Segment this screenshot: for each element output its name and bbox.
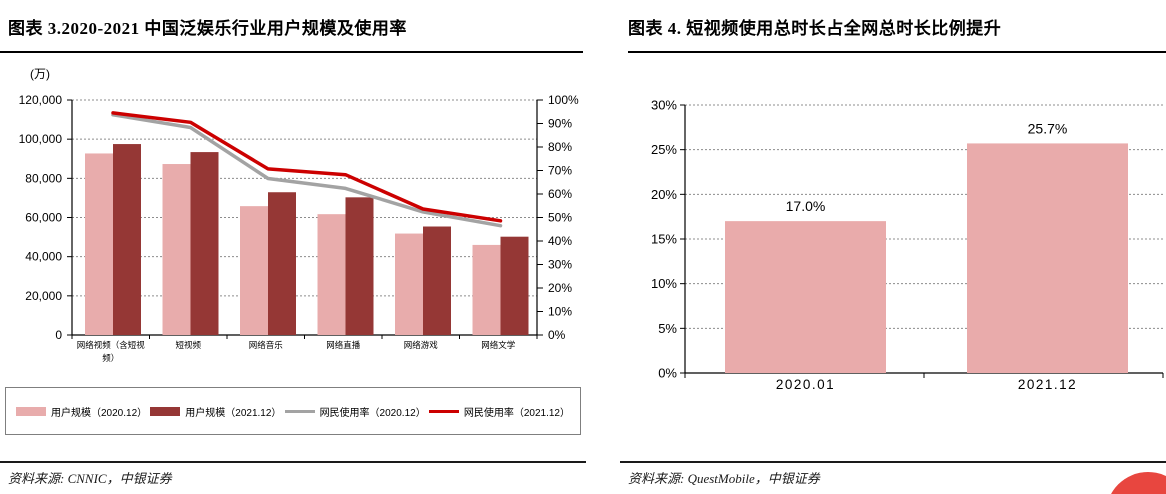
left-axis-tick-label: 20,000: [25, 289, 62, 303]
y-axis-tick-label: 20%: [651, 187, 677, 202]
bar-用户规模（2020.12）-网络游戏: [395, 233, 423, 335]
left-axis-tick-label: 100,000: [19, 132, 63, 146]
figure3-source: 资料来源: CNNIC，中银证券: [8, 471, 172, 486]
bar-用户规模（2021.12）-网络文学: [500, 236, 529, 335]
bar-用户规模（2021.12）-短视频: [190, 152, 219, 335]
figure4-source: 资料来源: QuestMobile，中银证券: [628, 471, 820, 486]
category-label: 频）: [102, 353, 119, 363]
bar-用户规模（2021.12）-网络游戏: [423, 226, 451, 335]
right-axis-tick-label: 60%: [548, 187, 572, 201]
bar-2021.12: [967, 143, 1128, 373]
legend-label: 网民使用率（2021.12）: [463, 407, 570, 419]
legend-line-swatch: [284, 409, 315, 413]
bar-用户规模（2021.12）-网络直播: [345, 197, 374, 335]
right-axis-tick-label: 90%: [548, 117, 572, 131]
legend-item: 用户规模（2021.12）: [150, 404, 281, 419]
category-label: 网络文学: [481, 340, 516, 350]
bar-用户规模（2021.12）-网络视频（含短视频）: [113, 144, 141, 335]
legend-line-swatch: [428, 409, 459, 413]
legend-item: 网民使用率（2020.12）: [284, 404, 426, 419]
left-axis-tick-label: 60,000: [25, 211, 62, 225]
y-axis-tick-label: 0%: [658, 366, 677, 381]
y-axis-tick-label: 30%: [651, 98, 677, 113]
right-axis-tick-label: 0%: [548, 328, 566, 342]
category-label: 2020.01: [776, 377, 835, 392]
floating-red-button[interactable]: [1106, 472, 1166, 494]
right-axis-tick-label: 30%: [548, 258, 572, 272]
left-axis-unit-label: (万): [30, 67, 50, 81]
figure3-title-rule: [0, 51, 583, 53]
figure3-bottom-rule: [0, 461, 586, 463]
figure4-title-rule: [628, 51, 1166, 53]
legend-item: 用户规模（2020.12）: [16, 404, 147, 419]
category-label: 网络音乐: [249, 340, 284, 350]
y-axis-tick-label: 10%: [651, 276, 677, 291]
right-axis-tick-label: 70%: [548, 164, 572, 178]
right-axis-tick-label: 100%: [548, 93, 579, 107]
right-axis-tick-label: 50%: [548, 211, 572, 225]
bar-data-label: 25.7%: [1028, 120, 1068, 136]
bar-用户规模（2020.12）-短视频: [162, 164, 191, 335]
category-label: 2021.12: [1018, 377, 1077, 392]
legend-label: 用户规模（2021.12）: [185, 407, 282, 419]
figure3-combo-chart: (万) 0 20,000 40,000 60,000 80,000 100,000 120,0…: [19, 67, 579, 363]
right-axis-tick-label: 10%: [548, 305, 572, 319]
right-axis-tick-label: 80%: [548, 140, 572, 154]
legend-bar-swatch: [150, 406, 181, 416]
right-axis-tick-label: 40%: [548, 234, 572, 248]
line-网民使用率（2021.12）: [111, 111, 503, 223]
bar-data-label: 17.0%: [786, 198, 826, 214]
bar-2020.01: [725, 221, 886, 373]
right-axis-tick-label: 20%: [548, 281, 572, 295]
figure4-title: 图表 4. 短视频使用总时长占全网总时长比例提升: [628, 19, 1002, 38]
figure3-title: 图表 3.2020-2021 中国泛娱乐行业用户规模及使用率: [8, 19, 407, 38]
legend-label: 网民使用率（2020.12）: [319, 407, 426, 419]
category-label: 网络直播: [326, 340, 361, 350]
left-axis-tick-label: 80,000: [25, 171, 62, 185]
left-axis-tick-label: 0: [55, 328, 62, 342]
bar-用户规模（2020.12）-网络直播: [317, 214, 346, 335]
y-axis-tick-label: 25%: [651, 142, 677, 157]
bar-用户规模（2020.12）-网络文学: [472, 244, 501, 335]
bar-用户规模（2020.12）-网络视频（含短视频）: [85, 153, 113, 335]
line-网民使用率（2020.12）: [111, 113, 503, 228]
category-label: 网络游戏: [404, 340, 439, 350]
figure3-legend: 用户规模（2020.12） 用户规模（2021.12） 网民使用率（2020.12）…: [5, 387, 581, 435]
bar-用户规模（2020.12）-网络音乐: [240, 206, 268, 335]
legend-item: 网民使用率（2021.12）: [428, 404, 570, 419]
legend-bar-swatch: [16, 406, 46, 416]
legend-label: 用户规模（2020.12）: [51, 407, 148, 419]
category-label: 短视频: [175, 340, 201, 350]
figure4-bar-chart: 0% 5% 10% 15% 20% 25% 30% 17.0% 2020.01 25.7% 2021…: [651, 98, 1164, 392]
y-axis-tick-label: 15%: [651, 232, 677, 247]
category-label: 网络视频（含短视: [77, 340, 146, 350]
figure4-bottom-rule: [620, 461, 1166, 463]
y-axis-tick-label: 5%: [658, 321, 677, 336]
left-axis-tick-label: 120,000: [19, 93, 63, 107]
bar-用户规模（2021.12）-网络音乐: [268, 192, 296, 335]
left-axis-tick-label: 40,000: [25, 250, 62, 264]
